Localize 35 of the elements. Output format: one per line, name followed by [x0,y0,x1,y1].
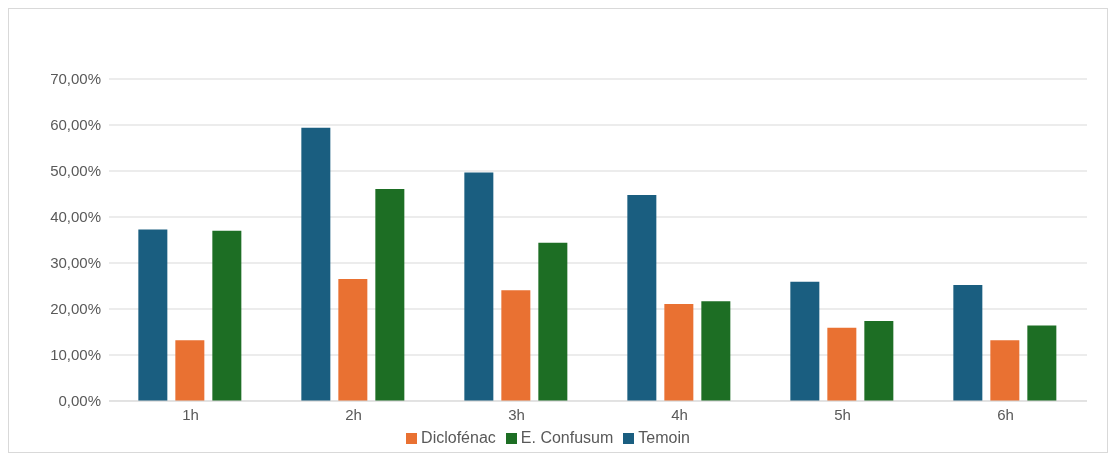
bar [990,340,1020,401]
y-tick-label: 40,00% [50,208,101,226]
bar [538,242,568,401]
x-tick-label: 3h [508,405,525,423]
bar [375,188,405,401]
legend-label: E. Confusum [520,429,614,446]
x-tick-label: 4h [671,405,688,423]
bar [175,340,205,401]
bar [138,229,168,401]
x-tick-label: 1h [182,405,199,423]
bar [864,320,894,401]
bar [790,281,820,401]
y-tick-label: 20,00% [50,300,101,318]
legend-label: Diclofénac [421,429,496,446]
bar [701,301,731,401]
bar [501,290,531,401]
bar [301,127,331,401]
bar [1027,325,1057,401]
y-tick-label: 60,00% [50,116,101,134]
bar [664,303,694,401]
bar [827,327,857,401]
bar [464,172,494,401]
legend-label: Temoin [638,429,690,446]
bar [338,279,368,401]
x-tick-label: 6h [997,405,1014,423]
y-tick-label: 0,00% [58,392,101,410]
y-tick-label: 70,00% [50,70,101,88]
y-tick-label: 30,00% [50,254,101,272]
bar [627,194,657,401]
y-tick-label: 10,00% [50,346,101,364]
bar [212,230,242,401]
bar [953,285,983,401]
x-tick-label: 2h [345,405,362,423]
y-tick-label: 50,00% [50,162,101,180]
x-tick-label: 5h [834,405,851,423]
